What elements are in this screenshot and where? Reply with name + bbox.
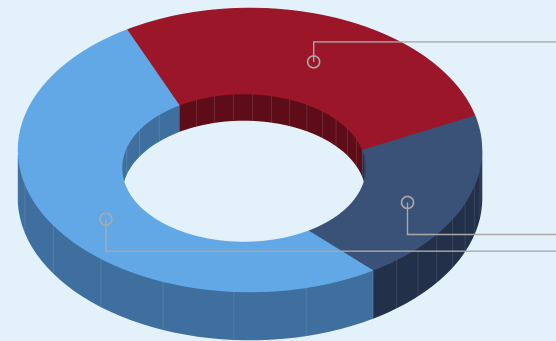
leader-line-1	[406, 202, 556, 236]
leader-anchor-1	[400, 195, 415, 210]
chart-hole-wall	[121, 93, 367, 255]
leader-anchor-0	[306, 55, 321, 69]
leader-line-2	[105, 219, 556, 252]
doughnut-slice-2	[17, 29, 374, 293]
leader-anchor-2	[99, 212, 113, 227]
chart-slices	[17, 7, 483, 293]
chart-leader-lines	[99, 41, 556, 252]
hole-floor	[124, 134, 364, 255]
